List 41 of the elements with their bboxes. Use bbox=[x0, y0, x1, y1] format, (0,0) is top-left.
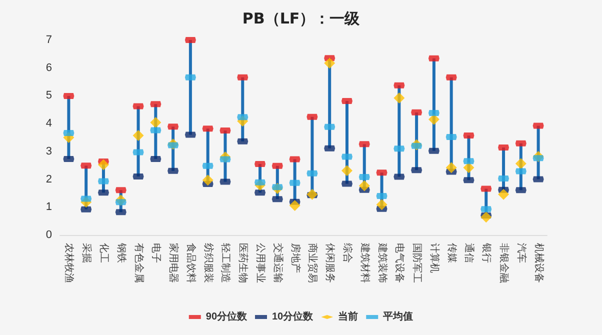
x-tick-label: 非银金融 bbox=[498, 243, 510, 283]
x-tick-label: 食品饮料 bbox=[184, 243, 197, 283]
y-tick-label: 4 bbox=[46, 118, 52, 130]
y-tick-label: 5 bbox=[46, 90, 52, 102]
x-tick-label: 银行 bbox=[480, 242, 492, 263]
x-tick-label: 综合 bbox=[341, 243, 354, 263]
chart-title: PB（LF）：一级 bbox=[242, 10, 361, 28]
x-tick-label: 汽车 bbox=[515, 243, 528, 263]
y-tick-label: 6 bbox=[46, 62, 52, 74]
x-tick-label: 电气设备 bbox=[394, 243, 406, 283]
y-tick-label: 7 bbox=[46, 34, 52, 46]
x-tick-label: 轻工制造 bbox=[220, 243, 232, 283]
x-tick-label: 纺织服装 bbox=[202, 243, 214, 283]
x-tick-label: 家用电器 bbox=[168, 243, 180, 283]
x-tick-label: 农林牧渔 bbox=[63, 243, 76, 283]
x-tick-label: 有色金属 bbox=[132, 243, 145, 283]
legend-label: 90分位数 bbox=[206, 310, 248, 322]
y-tick-label: 1 bbox=[46, 201, 52, 214]
legend-label: 当前 bbox=[338, 310, 358, 322]
x-tick-label: 传媒 bbox=[446, 243, 457, 263]
x-tick-label: 机械设备 bbox=[532, 243, 545, 283]
x-tick-label: 公用事业 bbox=[254, 243, 267, 283]
legend-label: 10分位数 bbox=[272, 310, 314, 322]
x-tick-label: 建筑装饰 bbox=[376, 242, 388, 283]
x-tick-label: 商业贸易 bbox=[306, 243, 319, 283]
x-tick-label: 电子 bbox=[150, 243, 162, 263]
x-tick-label: 通信 bbox=[463, 243, 476, 263]
y-tick-label: 3 bbox=[46, 145, 52, 158]
y-tick-label: 0 bbox=[46, 229, 52, 241]
x-tick-label: 计算机 bbox=[428, 243, 440, 273]
x-tick-label: 采掘 bbox=[80, 243, 93, 263]
legend-label: 平均值 bbox=[382, 310, 414, 322]
x-tick-label: 房地产 bbox=[289, 243, 302, 273]
x-tick-label: 钢铁 bbox=[115, 242, 128, 263]
x-tick-label: 休闲服务 bbox=[324, 243, 336, 283]
x-tick-label: 化工 bbox=[98, 243, 110, 263]
y-tick-label: 2 bbox=[46, 173, 52, 186]
x-tick-label: 国防军工 bbox=[411, 243, 424, 283]
x-tick-label: 交通运输 bbox=[272, 243, 284, 283]
x-tick-label: 建筑材料 bbox=[358, 242, 371, 283]
x-tick-label: 医药生物 bbox=[237, 243, 250, 283]
